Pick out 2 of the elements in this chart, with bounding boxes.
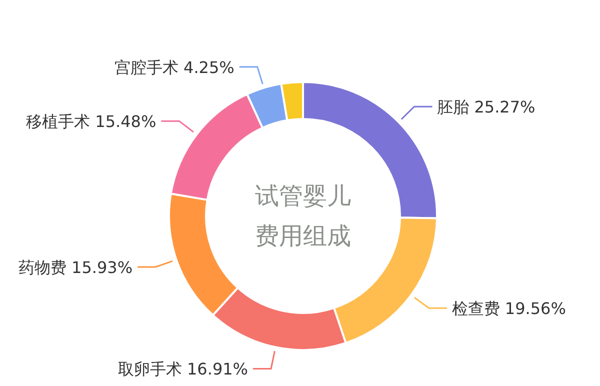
text: 费用组成: [255, 222, 351, 250]
text: 试管婴儿: [255, 182, 351, 210]
